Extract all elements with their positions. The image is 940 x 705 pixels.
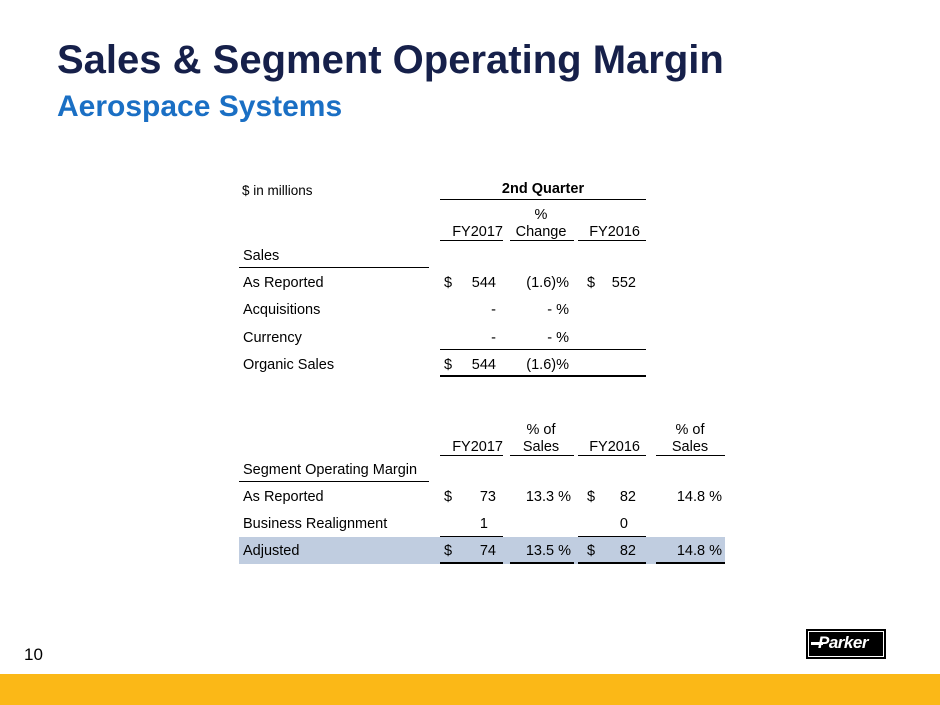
period-header-underline <box>440 199 646 200</box>
subtotal-line <box>440 536 503 537</box>
adjusted-row-highlight <box>239 537 725 564</box>
pct2-value: 14.8 % <box>676 543 722 559</box>
logo-border <box>808 631 884 657</box>
sales-col-change-underline <box>510 240 574 241</box>
currency-symbol: $ <box>587 543 596 559</box>
currency-symbol: $ <box>444 357 453 373</box>
fy2017-value: 544 <box>471 357 496 373</box>
margin-col-fy2016-underline <box>578 455 646 456</box>
sales-col-fy2016: FY2016 <box>589 224 640 240</box>
subtotal-line <box>440 349 646 350</box>
row-label: Adjusted <box>243 543 300 559</box>
margin-col-pct1-bottom: Sales <box>522 439 560 455</box>
total-line <box>440 562 503 564</box>
margin-section-label: Segment Operating Margin <box>243 462 418 478</box>
change-value: (1.6)% <box>526 275 569 291</box>
footer-bar <box>0 674 940 705</box>
sales-section-underline <box>239 267 429 268</box>
currency-symbol: $ <box>587 275 596 291</box>
total-line <box>578 562 646 564</box>
margin-col-pct1-underline <box>510 455 574 456</box>
row-label: Currency <box>243 330 302 346</box>
logo-wordmark: Parker <box>818 633 868 652</box>
row-label: As Reported <box>243 275 324 291</box>
row-label: Organic Sales <box>243 357 335 373</box>
pct1-value: 13.3 % <box>525 489 571 505</box>
fy2017-value: - <box>491 330 496 346</box>
total-line <box>440 375 646 377</box>
subtotal-line <box>578 536 646 537</box>
units-label: $ in millions <box>242 183 313 198</box>
page-number: 10 <box>24 645 43 664</box>
pct1-value: 13.5 % <box>525 543 571 559</box>
change-value: - % <box>547 302 569 318</box>
margin-section-underline <box>239 481 429 482</box>
margin-col-pct1-top: % of <box>526 422 556 438</box>
sales-col-fy2017-underline <box>440 240 503 241</box>
margin-col-fy2017: FY2017 <box>452 439 503 455</box>
margin-col-fy2016: FY2016 <box>589 439 640 455</box>
currency-symbol: $ <box>444 543 453 559</box>
fy2017-value: 74 <box>479 543 496 559</box>
currency-symbol: $ <box>587 489 596 505</box>
fy2016-value: 82 <box>619 543 636 559</box>
fy2016-value: 0 <box>619 516 628 532</box>
change-value: (1.6)% <box>526 357 569 373</box>
currency-symbol: $ <box>444 275 453 291</box>
parker-logo: Parker <box>806 629 886 659</box>
margin-col-pct2-underline <box>656 455 725 456</box>
margin-col-pct2-top: % of <box>675 422 705 438</box>
total-line <box>656 562 725 564</box>
fy2017-value: 544 <box>471 275 496 291</box>
currency-symbol: $ <box>444 489 453 505</box>
row-label: Acquisitions <box>243 302 321 318</box>
margin-col-pct2-bottom: Sales <box>671 439 709 455</box>
sales-col-fy2017: FY2017 <box>452 224 503 240</box>
slide-subtitle: Aerospace Systems <box>57 90 343 123</box>
margin-col-fy2017-underline <box>440 455 503 456</box>
fy2016-value: 82 <box>619 489 636 505</box>
fy2017-value: 73 <box>479 489 496 505</box>
fy2017-value: - <box>491 302 496 318</box>
sales-section-label: Sales <box>243 248 280 264</box>
row-label: As Reported <box>243 489 324 505</box>
row-label: Business Realignment <box>243 516 388 532</box>
change-value: - % <box>547 330 569 346</box>
period-header: 2nd Quarter <box>501 181 585 197</box>
sales-col-change-bottom: Change <box>515 224 567 240</box>
slide-title: Sales & Segment Operating Margin <box>57 38 724 82</box>
logo-dash-mark <box>811 642 823 645</box>
pct2-value: 14.8 % <box>676 489 722 505</box>
fy2016-value: 552 <box>611 275 636 291</box>
total-line <box>510 562 574 564</box>
sales-col-change-top: % <box>534 207 548 223</box>
fy2017-value: 1 <box>479 516 488 532</box>
sales-col-fy2016-underline <box>578 240 646 241</box>
